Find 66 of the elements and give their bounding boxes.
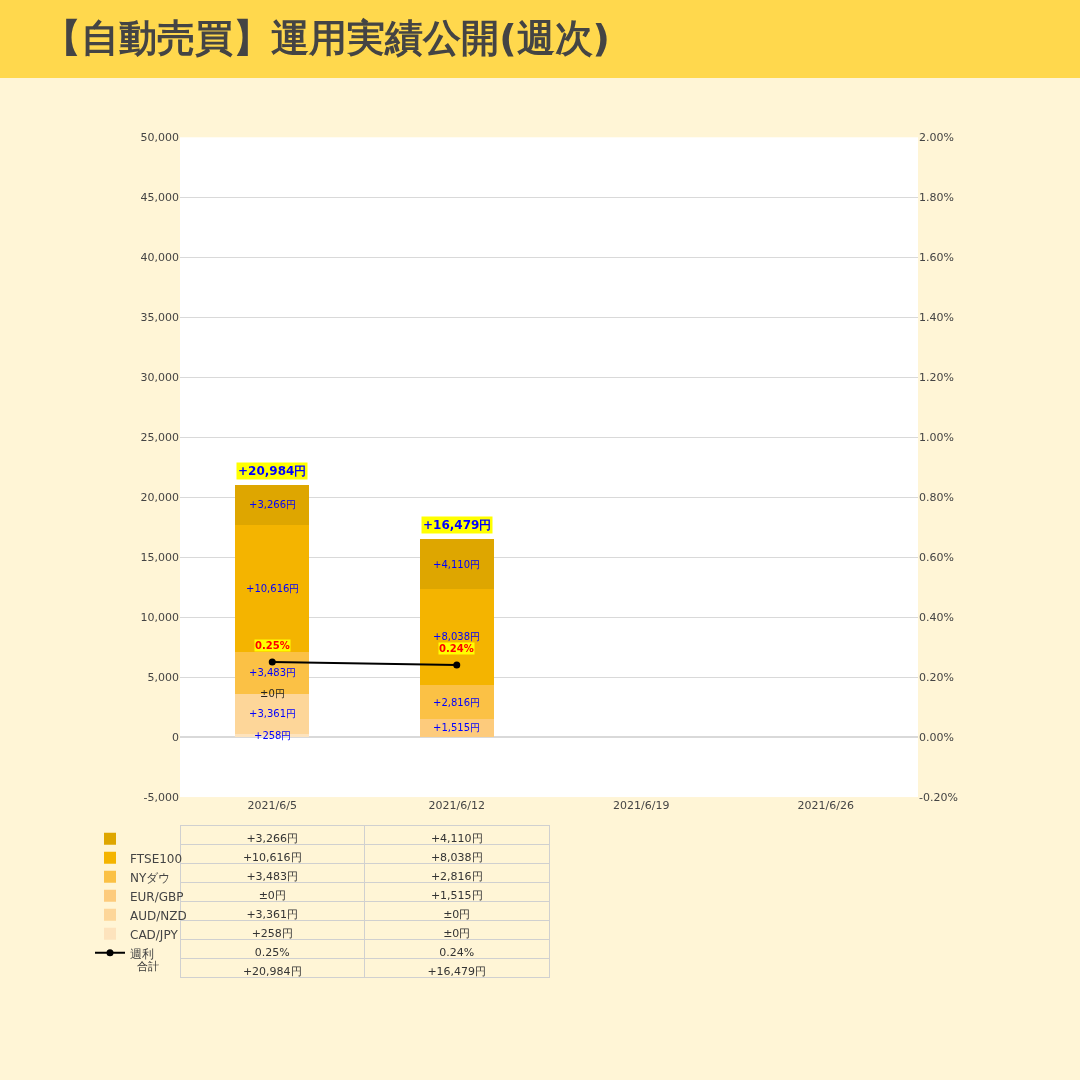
total-label: +20,984円	[238, 464, 307, 478]
text: 0.24%	[439, 643, 474, 654]
data-label: +258円	[251, 926, 293, 940]
data-label: ±0円	[443, 907, 471, 921]
legend-label: 週利	[130, 946, 154, 961]
y-tick-label: -5,000	[143, 790, 179, 804]
text: +3,483円	[249, 667, 297, 678]
data-label: +4,110円	[433, 559, 481, 570]
y-tick-label: 25,000	[140, 431, 179, 445]
legend-label: FTSE100	[130, 851, 183, 866]
y-tick-label: 5,000	[147, 670, 179, 684]
y2-tick-label: 0.80%	[919, 491, 954, 505]
legend-label: CAD/JPY	[130, 927, 179, 942]
y-tick-label: 15,000	[140, 550, 179, 564]
y2-tick-label: 1.20%	[919, 371, 954, 385]
x-tick-label: 2021/6/12	[428, 799, 485, 813]
y2-tick-label: 0.20%	[919, 670, 954, 684]
y2-tick-label: 0.60%	[919, 550, 954, 564]
y-tick-label: 50,000	[140, 131, 179, 145]
data-label: +3,361円	[246, 907, 299, 921]
text: +20,984円	[242, 964, 302, 978]
x-tick-label: 2021/6/19	[613, 799, 670, 813]
legend-label: EUR/GBP	[130, 889, 184, 904]
chart-title: 【自動売買】運用実績公開(週次)	[43, 16, 610, 61]
text: 合計	[137, 960, 159, 973]
text: +8,038円	[433, 631, 481, 642]
data-label: +3,483円	[246, 869, 299, 883]
legend-label: NYダウ	[130, 870, 171, 885]
legend-label: AUD/NZD	[130, 908, 187, 923]
y2-tick-label: 0.00%	[919, 730, 954, 744]
y2-tick-label: 0.40%	[919, 610, 954, 624]
data-label: +8,038円	[430, 850, 483, 864]
data-label: +2,816円	[430, 869, 483, 883]
y-tick-label: 35,000	[140, 311, 179, 325]
text: +1,515円	[433, 722, 481, 733]
y2-tick-label: 2.00%	[919, 131, 954, 145]
text: +3,266円	[246, 831, 299, 845]
text: +2,816円	[433, 697, 481, 708]
y2-tick-label: 1.80%	[919, 191, 954, 205]
data-label: ±0円	[258, 888, 286, 902]
x-tick-label: 2021/6/5	[247, 799, 297, 813]
total-label: +16,479円	[423, 518, 492, 532]
y-tick-label: 0	[172, 730, 179, 744]
text: ±0円	[260, 688, 285, 699]
text: +16,479円	[427, 964, 487, 978]
y-tick-label: 30,000	[140, 371, 179, 385]
text: +4,110円	[430, 831, 483, 845]
y2-tick-label: -0.20%	[919, 790, 958, 804]
data-label: ±0円	[443, 926, 471, 940]
text: 0.25%	[255, 640, 290, 651]
data-label: +10,616円	[242, 850, 302, 864]
text: +10,616円	[246, 583, 300, 594]
text: +3,361円	[249, 708, 297, 719]
data-label: +3,266円	[249, 499, 297, 510]
y-tick-label: 10,000	[140, 610, 179, 624]
y-tick-label: 20,000	[140, 491, 179, 505]
text: +258円	[254, 730, 292, 741]
y2-tick-label: 1.00%	[919, 431, 954, 445]
data-label: 0.24%	[439, 945, 475, 959]
x-tick-label: 2021/6/26	[797, 799, 854, 813]
y2-tick-label: 1.60%	[919, 251, 954, 265]
data-label: +1,515円	[430, 888, 483, 902]
y-tick-label: 45,000	[140, 191, 179, 205]
data-label: 0.25%	[254, 945, 290, 959]
y2-tick-label: 1.40%	[919, 311, 954, 325]
y-tick-label: 40,000	[140, 251, 179, 265]
